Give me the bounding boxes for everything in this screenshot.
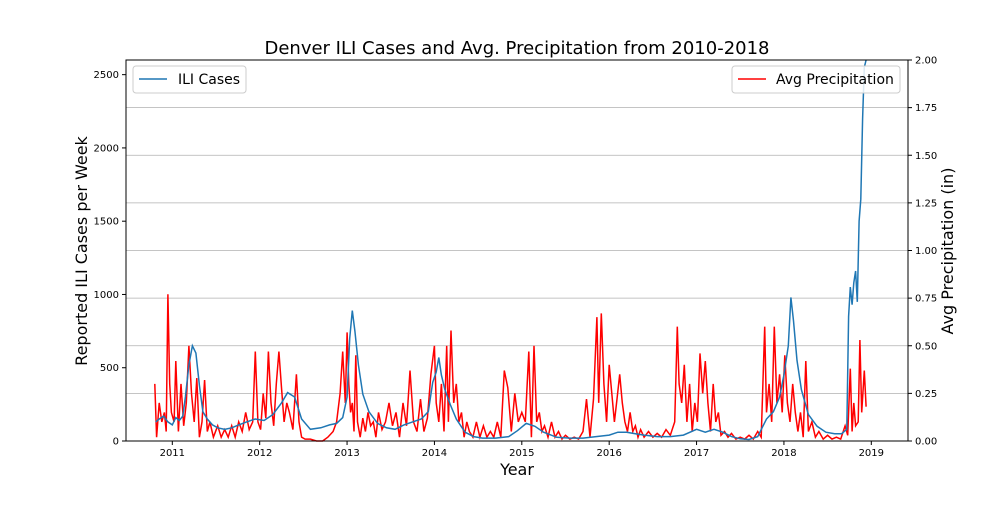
legend-precip: Avg Precipitation [731, 65, 901, 94]
left-y-axis-label: Reported ILI Cases per Week [72, 135, 91, 365]
series-layer [154, 59, 867, 442]
chart-title: Denver ILI Cases and Avg. Precipitation … [264, 38, 769, 59]
legend-precip-label: Avg Precipitation [776, 72, 894, 88]
series-line-avg-precipitation [154, 294, 867, 442]
x-tick-label-8: 2019 [859, 448, 884, 459]
left-y-tick-label-4: 2000 [94, 143, 119, 154]
x-tick-label-2: 2013 [334, 448, 359, 459]
left-y-tick-label-5: 2500 [94, 70, 119, 81]
gridlines [126, 59, 908, 442]
legend-ili: ILI Cases [132, 65, 247, 94]
right-y-tick-label-3: 0.75 [915, 294, 937, 305]
right-y-tick-label-0: 0.00 [915, 437, 937, 448]
right-y-tick-label-2: 0.50 [915, 341, 937, 352]
right-y-tick-label-5: 1.25 [915, 198, 937, 209]
x-tick-label-0: 2011 [160, 448, 185, 459]
x-tick-label-3: 2014 [422, 448, 447, 459]
left-y-tick-label-3: 1500 [94, 217, 119, 228]
left-y-axis-ticks: 0 500 1000 1500 2000 2500 [94, 70, 126, 448]
legend-ili-label: ILI Cases [178, 72, 240, 88]
left-y-tick-label-1: 500 [100, 363, 119, 374]
series-line-ili-cases [155, 59, 867, 441]
x-axis-label: Year [499, 460, 534, 479]
x-axis-ticks: 2011 2012 2013 2014 2015 2016 2017 2018 2019 [160, 441, 884, 459]
legend-precip-box [731, 65, 901, 94]
right-y-tick-label-4: 1.00 [915, 246, 937, 257]
left-y-tick-label-0: 0 [113, 437, 119, 448]
legend-ili-box [132, 65, 247, 94]
right-y-tick-label-7: 1.75 [915, 103, 937, 114]
right-y-tick-label-8: 2.00 [915, 56, 937, 67]
x-tick-label-1: 2012 [247, 448, 272, 459]
x-tick-label-7: 2018 [771, 448, 796, 459]
x-tick-label-4: 2015 [509, 448, 534, 459]
right-y-tick-label-6: 1.50 [915, 151, 937, 162]
right-y-axis-label: Avg Precipitation (in) [938, 168, 957, 335]
x-tick-label-6: 2017 [684, 448, 709, 459]
x-tick-label-5: 2016 [596, 448, 621, 459]
right-y-tick-label-1: 0.25 [915, 389, 937, 400]
right-y-axis-ticks: 0.00 0.25 0.50 0.75 1.00 1.25 1.50 1.75 2.00 [908, 56, 937, 448]
left-y-tick-label-2: 1000 [94, 290, 119, 301]
